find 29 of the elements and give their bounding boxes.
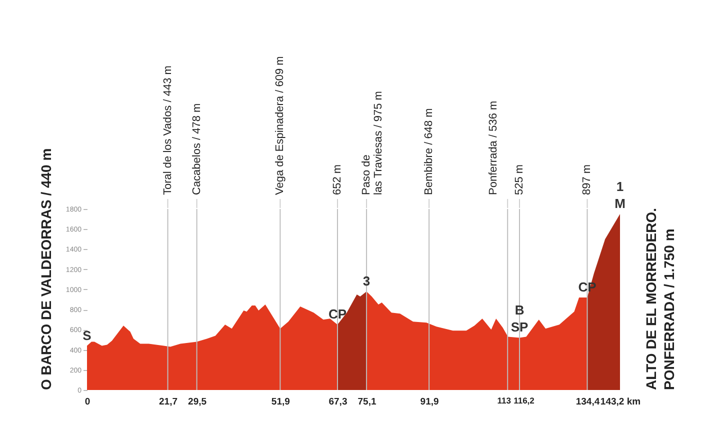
x-tick-label: 116,2 (514, 396, 535, 406)
x-tick-label: 113 (497, 396, 512, 406)
ref-line-label: Vega de Espinadera / 609 m (274, 56, 286, 195)
ref-line-label: Paso de las Traviesas / 975 m (360, 91, 385, 195)
x-tick-label: 91,9 (420, 396, 439, 408)
x-tick-label: 29,5 (188, 396, 208, 408)
x-tick-label: 134,4 (576, 396, 600, 408)
x-tick-label: 67,3 (328, 396, 348, 408)
annotation: 1 (616, 179, 624, 194)
x-tick-label: 21,7 (159, 396, 178, 408)
annotation: B (514, 302, 524, 318)
x-tick-label: 143,2 km (600, 396, 641, 408)
ref-line-label: Toral de los Vados / 443 m (162, 66, 174, 195)
annotation: SP (510, 320, 529, 335)
ref-line-label: 652 m (331, 164, 344, 195)
annotation: S (82, 328, 92, 343)
text: ALTO DE EL MORREDERO. PONFERRADA / 1.750 m (643, 208, 677, 390)
x-tick-label: 75,1 (358, 396, 377, 408)
x-tick-label: 0 (84, 396, 90, 408)
annotation: M (614, 196, 626, 212)
ref-line-label: 897 m (581, 164, 594, 195)
text: O BARCO DE VALDEORRAS / 440 m (38, 148, 54, 390)
ref-line-label: 525 m (514, 164, 526, 195)
annotation: 3 (362, 273, 370, 288)
ref-line-label: Cacabelos / 478 m (190, 103, 203, 195)
x-tick-label: 51,9 (271, 396, 290, 408)
annotation: CP (328, 306, 347, 322)
ref-line-label: Ponferrada / 536 m (488, 100, 500, 195)
ref-line-label: Bembibre / 648 m (423, 108, 436, 195)
